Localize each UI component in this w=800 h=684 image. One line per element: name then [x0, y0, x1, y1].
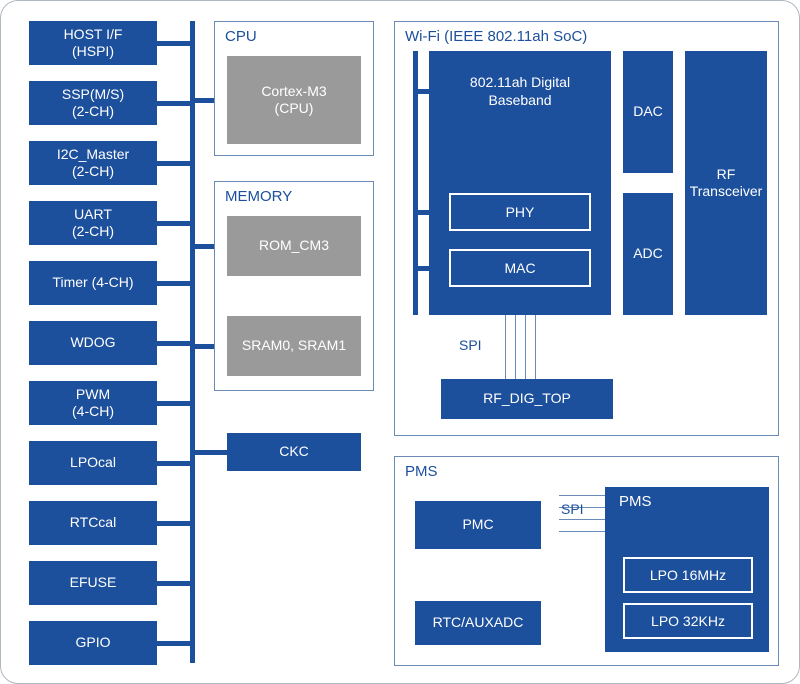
periph-i2c: I2C_Master(2-CH) — [29, 141, 157, 185]
periph-ssp: SSP(M/S)(2-CH) — [29, 81, 157, 125]
wifi-spi-line — [515, 315, 516, 379]
bus-stub-right — [195, 450, 227, 455]
memory-group-title: MEMORY — [225, 188, 292, 205]
periph-lpocal: LPOcal — [29, 441, 157, 485]
lpo-32khz-block: LPO 32KHz — [623, 603, 753, 639]
rtc-auxadc-block: RTC/AUXADC — [415, 601, 541, 645]
bus-vertical — [190, 21, 195, 663]
sram-block: SRAM0, SRAM1 — [227, 316, 361, 376]
pms-spi-line — [559, 519, 605, 520]
wifi-bus-stub — [418, 210, 429, 215]
wifi-spi-line — [505, 315, 506, 379]
periph-uart: UART(2-CH) — [29, 201, 157, 245]
periph-rtccal: RTCcal — [29, 501, 157, 545]
periph-pwm: PWM(4-CH) — [29, 381, 157, 425]
periph-gpio: GPIO — [29, 621, 157, 665]
bus-stub-left — [157, 41, 190, 46]
pms-spi-label: SPI — [561, 501, 584, 517]
bus-stub-left — [157, 341, 190, 346]
pmc-block: PMC — [415, 501, 541, 549]
pms-spi-line — [559, 495, 605, 496]
periph-timer: Timer (4-CH) — [29, 261, 157, 305]
wifi-spi-label: SPI — [459, 337, 482, 353]
wifi-bus-stub — [418, 266, 429, 271]
periph-wdog: WDOG — [29, 321, 157, 365]
ckc-block: CKC — [227, 433, 361, 471]
wifi-spi-line — [535, 315, 536, 379]
mac-block: MAC — [449, 249, 591, 287]
wifi-spi-line — [525, 315, 526, 379]
bus-stub-left — [157, 461, 190, 466]
rom-block: ROM_CM3 — [227, 216, 361, 276]
bus-stub-left — [157, 521, 190, 526]
bus-stub-left — [157, 281, 190, 286]
periph-efuse: EFUSE — [29, 561, 157, 605]
cpu-group-title: CPU — [225, 28, 257, 45]
bus-stub-left — [157, 401, 190, 406]
periph-hspi: HOST I/F(HSPI) — [29, 21, 157, 65]
wifi-group-title: Wi-Fi (IEEE 802.11ah SoC) — [405, 28, 587, 45]
pms-inner-title: PMS — [619, 493, 652, 510]
rf-dig-top-block: RF_DIG_TOP — [441, 379, 613, 419]
pms-spi-line — [559, 531, 605, 532]
soc-block-diagram: HOST I/F(HSPI) SSP(M/S)(2-CH) I2C_Master(2… — [0, 0, 800, 684]
pms-group-title: PMS — [405, 463, 438, 480]
dac-block: DAC — [623, 51, 673, 173]
wifi-bus-stub — [418, 89, 429, 94]
phy-block: PHY — [449, 193, 591, 231]
lpo-16mhz-block: LPO 16MHz — [623, 557, 753, 593]
rf-transceiver-block: RFTransceiver — [685, 51, 767, 315]
bus-stub-left — [157, 221, 190, 226]
baseband-label: 802.11ah DigitalBaseband — [430, 74, 610, 109]
bus-stub-left — [157, 161, 190, 166]
bus-stub-left — [157, 641, 190, 646]
bus-stub-left — [157, 581, 190, 586]
adc-block: ADC — [623, 193, 673, 315]
bus-stub-left — [157, 101, 190, 106]
cortex-m3-block: Cortex-M3(CPU) — [227, 56, 361, 144]
